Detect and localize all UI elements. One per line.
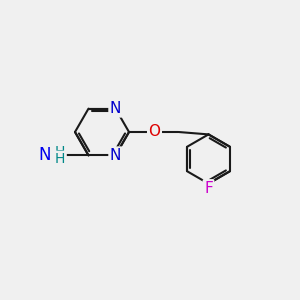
Text: O: O: [148, 124, 160, 140]
Text: N: N: [110, 101, 121, 116]
Text: N: N: [110, 148, 121, 163]
Text: F: F: [204, 181, 213, 196]
Text: H: H: [55, 152, 65, 166]
Text: H: H: [55, 145, 65, 159]
Text: N: N: [39, 146, 51, 164]
